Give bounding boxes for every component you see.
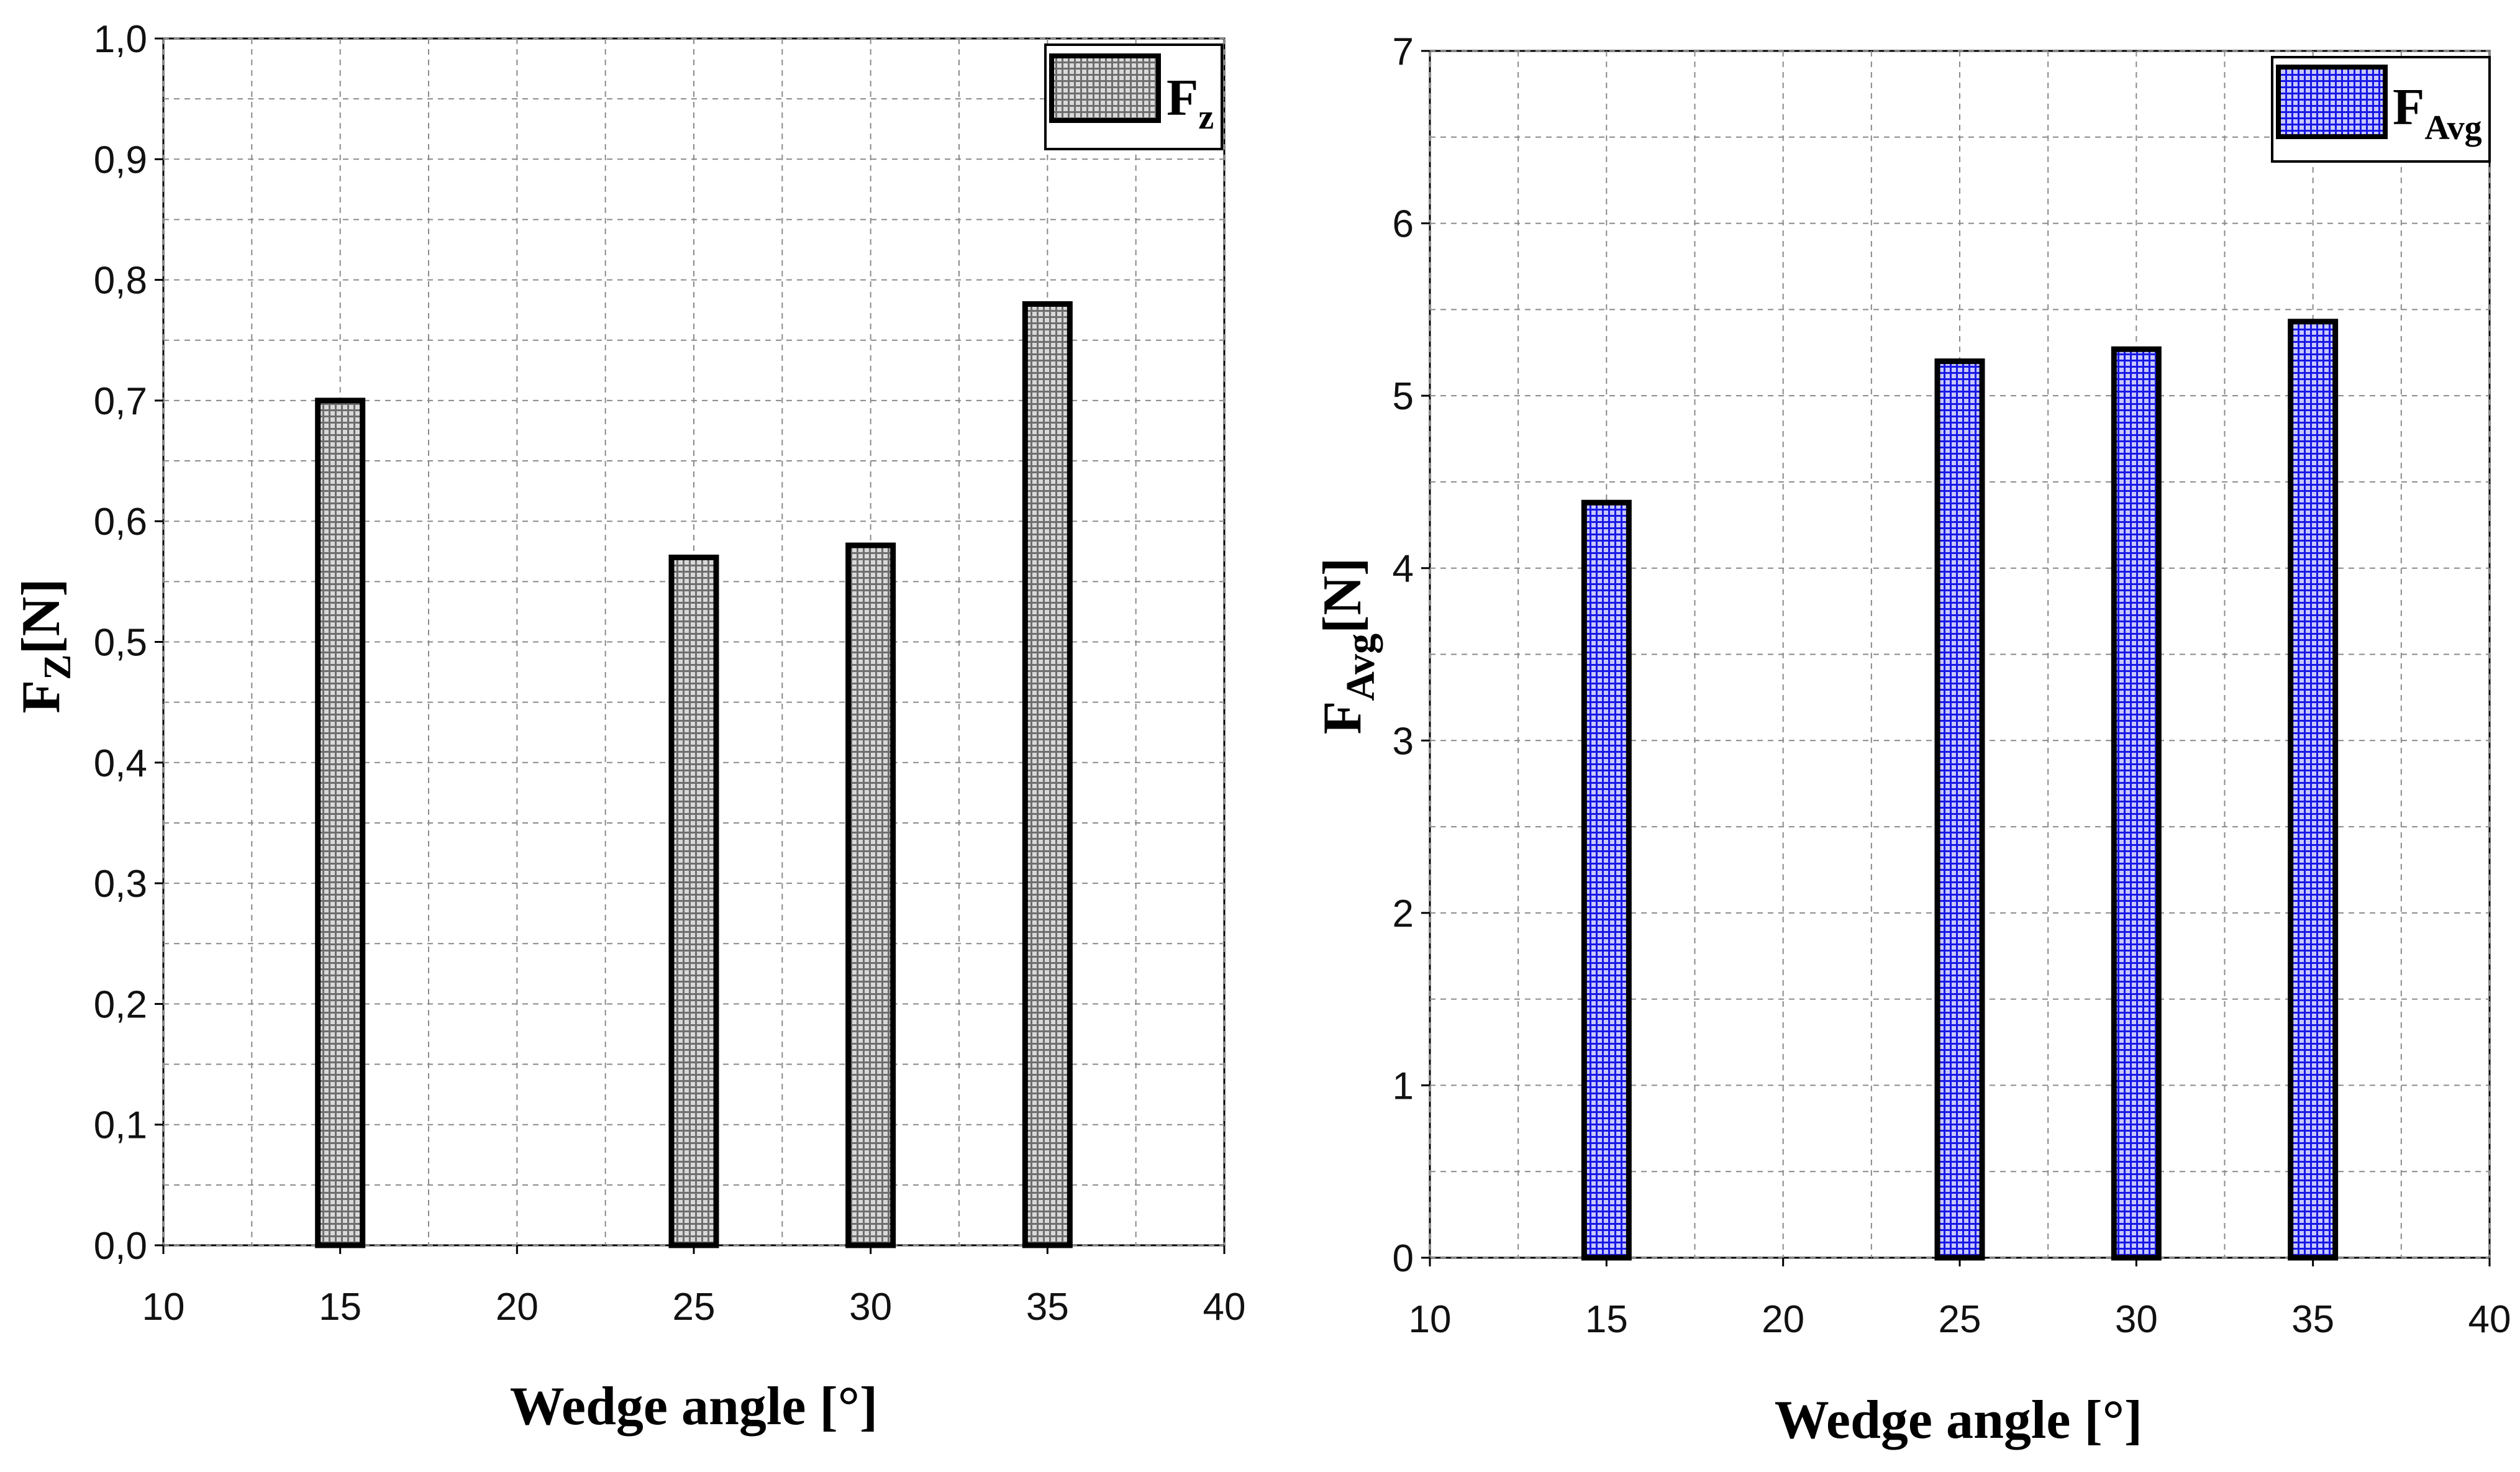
x-tick-label: 35 xyxy=(2291,1298,2334,1341)
bar-fz-30 xyxy=(845,542,896,1248)
x-tick-label: 20 xyxy=(496,1286,539,1329)
x-axis-title-favg: Wedge angle [°] xyxy=(1775,1390,2142,1450)
x-ticks-favg: 10 15 20 25 30 35 40 xyxy=(1409,1258,2511,1341)
bars-fz xyxy=(315,301,1073,1248)
bar-fz-15 xyxy=(315,398,366,1248)
y-axis-title-unit-favg: [N] xyxy=(1312,558,1373,634)
y-tick-label: 3 xyxy=(1393,720,1414,763)
x-axis-title-fz: Wedge angle [°] xyxy=(510,1376,878,1437)
y-tick-label: 0,7 xyxy=(94,380,147,423)
x-tick-label: 15 xyxy=(319,1286,362,1329)
x-tick-label: 30 xyxy=(2115,1298,2158,1341)
y-tick-label: 0,5 xyxy=(94,622,147,665)
y-tick-label: 0,8 xyxy=(94,260,147,302)
x-tick-label: 25 xyxy=(673,1286,716,1329)
x-tick-label: 10 xyxy=(142,1286,185,1329)
legend-favg: FAvg xyxy=(2271,56,2491,163)
legend-label-favg: FAvg xyxy=(2393,78,2482,147)
x-tick-label: 20 xyxy=(1762,1298,1804,1341)
y-axis-title-sub-fz: Z xyxy=(37,655,79,680)
x-tick-label: 25 xyxy=(1939,1298,1981,1341)
y-tick-label: 1 xyxy=(1393,1065,1414,1107)
y-tick-label: 0,4 xyxy=(94,742,147,785)
y-axis-title-fz: FZ[N] xyxy=(11,578,79,713)
legend-swatch-favg xyxy=(2276,65,2388,139)
bar-favg-35 xyxy=(2288,319,2339,1261)
x-tick-label: 35 xyxy=(1026,1286,1069,1329)
legend-fz: Fz xyxy=(1044,43,1223,150)
y-tick-label: 2 xyxy=(1393,893,1414,935)
legend-swatch-fz xyxy=(1049,53,1161,123)
x-tick-label: 15 xyxy=(1585,1298,1628,1341)
x-tick-label: 40 xyxy=(1203,1286,1246,1329)
y-tick-label: 5 xyxy=(1393,375,1414,418)
x-tick-label: 40 xyxy=(2468,1298,2511,1341)
y-axis-title-main-fz: F xyxy=(11,680,71,714)
y-tick-label: 0,6 xyxy=(94,501,147,543)
y-tick-label: 1,0 xyxy=(94,18,147,61)
chart-fz: 0,0 0,1 0,2 0,3 0,4 0,5 0,6 0,7 0,8 0,9 1,0 10 15 20… xyxy=(11,18,1245,1437)
y-axis-title-favg: FAvg[N] xyxy=(1312,558,1383,735)
x-tick-label: 10 xyxy=(1409,1298,1452,1341)
y-ticks-favg: 0 1 2 3 4 5 6 7 xyxy=(1393,30,1430,1280)
y-tick-label: 0 xyxy=(1393,1237,1414,1280)
bar-favg-15 xyxy=(1581,499,1632,1261)
y-tick-label: 0,2 xyxy=(94,983,147,1026)
y-axis-title-unit-fz: [N] xyxy=(11,578,71,654)
y-axis-title-sub-favg: Avg xyxy=(1338,634,1383,701)
y-tick-label: 7 xyxy=(1393,30,1414,73)
y-ticks-fz: 0,0 0,1 0,2 0,3 0,4 0,5 0,6 0,7 0,8 0,9 1,0 xyxy=(94,18,163,1268)
y-tick-label: 0,1 xyxy=(94,1104,147,1147)
y-tick-label: 4 xyxy=(1393,548,1414,591)
x-ticks-fz: 10 15 20 25 30 35 40 xyxy=(142,1245,1246,1329)
legend-label-fz: Fz xyxy=(1167,69,1214,137)
y-tick-label: 0,3 xyxy=(94,863,147,906)
y-tick-label: 0,0 xyxy=(94,1225,147,1268)
y-axis-title-main-favg: F xyxy=(1312,701,1373,735)
y-tick-label: 0,9 xyxy=(94,139,147,181)
bar-favg-25 xyxy=(1934,358,1985,1261)
y-tick-label: 6 xyxy=(1393,203,1414,246)
x-tick-label: 30 xyxy=(849,1286,892,1329)
bar-fz-25 xyxy=(668,554,719,1248)
bar-favg-30 xyxy=(2111,346,2162,1261)
bar-fz-35 xyxy=(1022,301,1073,1248)
